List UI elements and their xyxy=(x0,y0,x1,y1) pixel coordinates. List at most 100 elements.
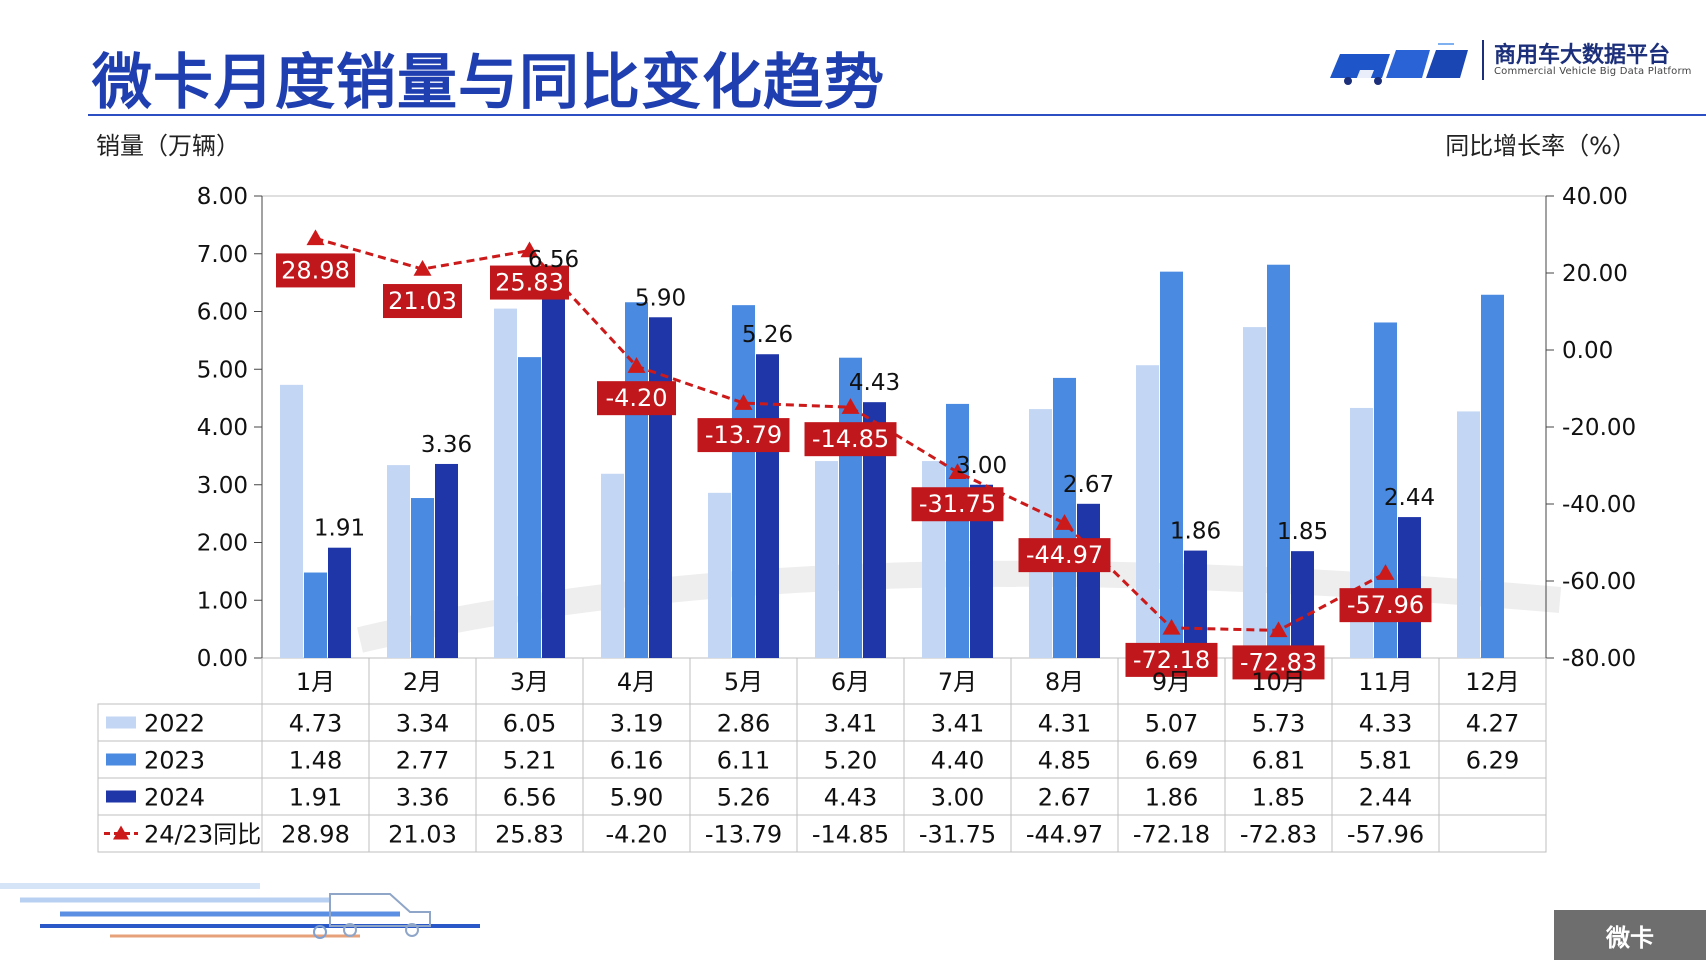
y-right-tick-label: 0.00 xyxy=(1562,338,1613,364)
bar-2024-4 xyxy=(649,317,672,658)
table-cell: 6.69 xyxy=(1145,747,1198,775)
bar-2022-10 xyxy=(1243,327,1266,658)
yoy-label-box-9 xyxy=(1125,642,1218,677)
yoy-label-8: -44.97 xyxy=(1026,541,1103,569)
x-tick-label-3: 3月 xyxy=(510,668,549,696)
yoy-label-box-3 xyxy=(490,265,569,300)
x-tick-label-1: 1月 xyxy=(296,668,335,696)
bar-2024-label-5: 5.26 xyxy=(742,322,793,348)
x-tick-label-2: 2月 xyxy=(403,668,442,696)
table-cell: 4.73 xyxy=(289,710,342,738)
table-cell: 1.85 xyxy=(1252,784,1305,812)
logo-text-en: Commercial Vehicle Big Data Platform xyxy=(1494,66,1692,77)
legend-label-4: 24/23同比 xyxy=(144,821,261,849)
table-cell: 5.20 xyxy=(824,747,877,775)
legend-label-3: 2024 xyxy=(144,784,205,812)
bar-2022-9 xyxy=(1136,365,1159,658)
bar-2024-10 xyxy=(1291,551,1314,658)
bar-2024-label-1: 1.91 xyxy=(314,516,365,542)
yoy-label-box-5 xyxy=(697,418,790,453)
y-right-tick-label: -80.00 xyxy=(1562,646,1636,672)
x-tick-label-4: 4月 xyxy=(617,668,656,696)
brand-logo: 商用车大数据平台 Commercial Vehicle Big Data Pla… xyxy=(1330,36,1706,90)
table-cell: 2.86 xyxy=(717,710,770,738)
yoy-marker-11 xyxy=(1376,564,1395,580)
table-cell: -31.75 xyxy=(919,821,996,849)
yoy-marker-10 xyxy=(1269,621,1288,638)
title-rule xyxy=(88,114,1706,116)
yoy-marker-3 xyxy=(520,241,539,258)
bar-2022-2 xyxy=(387,465,410,658)
x-tick-label-8: 8月 xyxy=(1045,668,1084,696)
bar-2022-1 xyxy=(280,384,303,658)
yoy-marker-1 xyxy=(306,229,325,246)
table-cell: -14.85 xyxy=(812,821,889,849)
table-cell: -13.79 xyxy=(705,821,782,849)
bar-2024-8 xyxy=(1077,503,1100,658)
bar-2023-3 xyxy=(518,357,541,658)
y-left-tick-label: 3.00 xyxy=(197,473,248,499)
table-cell: 6.81 xyxy=(1252,747,1305,775)
yoy-label-6: -14.85 xyxy=(812,425,889,453)
bar-2024-9 xyxy=(1184,550,1207,658)
y-left-tick-label: 4.00 xyxy=(197,415,248,441)
table-cell: 5.81 xyxy=(1359,747,1412,775)
table-cell: 2.44 xyxy=(1359,784,1412,812)
yoy-marker-8 xyxy=(1055,514,1074,530)
yoy-label-box-11 xyxy=(1339,588,1432,623)
table-cell: -44.97 xyxy=(1026,821,1103,849)
table-cell: 1.86 xyxy=(1145,784,1198,812)
logo-text-cn: 商用车大数据平台 xyxy=(1494,43,1671,68)
legend-swatch-2023 xyxy=(106,753,136,766)
legend-swatch-2022 xyxy=(106,716,136,729)
page-title: 微卡月度销量与同比变化趋势 xyxy=(92,48,885,118)
y-left-tick-label: 2.00 xyxy=(197,531,248,557)
table-cell: 4.43 xyxy=(824,784,877,812)
yoy-label-3: 25.83 xyxy=(495,269,564,297)
yoy-label-5: -13.79 xyxy=(705,421,782,449)
table-cell: 21.03 xyxy=(388,821,457,849)
bar-2024-7 xyxy=(970,484,993,658)
bar-2024-5 xyxy=(756,354,779,658)
yoy-label-box-1 xyxy=(276,253,355,288)
x-tick-label-9: 9月 xyxy=(1152,668,1191,696)
cvbd-logo-mark xyxy=(1330,43,1468,85)
table-cell: 1.48 xyxy=(289,747,342,775)
yoy-label-box-8 xyxy=(1018,538,1111,573)
table-cell: 4.85 xyxy=(1038,747,1091,775)
x-tick-label-6: 6月 xyxy=(831,668,870,696)
table-cell: 4.33 xyxy=(1359,710,1412,738)
legend-label-2: 2023 xyxy=(144,747,205,775)
bar-2024-label-11: 2.44 xyxy=(1384,485,1435,511)
table-cell: -57.96 xyxy=(1347,821,1424,849)
y-axis-right-label: 同比增长率（%） xyxy=(1445,132,1636,160)
table-cell: 3.41 xyxy=(931,710,984,738)
bar-2023-7 xyxy=(946,403,969,658)
yoy-label-box-4 xyxy=(597,381,676,416)
yoy-marker-5 xyxy=(734,394,753,410)
table-cell: 2.67 xyxy=(1038,784,1091,812)
category-tag: 微卡 xyxy=(1554,910,1706,960)
bar-2023-2 xyxy=(411,498,434,658)
bar-2022-8 xyxy=(1029,409,1052,658)
yoy-marker-7 xyxy=(948,463,967,479)
y-right-tick-label: -40.00 xyxy=(1562,492,1636,518)
y-left-tick-label: 7.00 xyxy=(197,242,248,268)
yoy-label-box-10 xyxy=(1232,645,1325,680)
bar-2024-label-4: 5.90 xyxy=(635,285,686,311)
table-cell: 4.40 xyxy=(931,747,984,775)
table-cell: -72.18 xyxy=(1133,821,1210,849)
table-cell: 6.11 xyxy=(717,747,770,775)
table-cell: 5.21 xyxy=(503,747,556,775)
yoy-label-4: -4.20 xyxy=(605,384,667,412)
bar-2023-1 xyxy=(304,572,327,658)
table-cell: 5.26 xyxy=(717,784,770,812)
x-tick-label-10: 10月 xyxy=(1251,668,1306,696)
bar-2024-label-3: 6.56 xyxy=(528,247,579,273)
bar-2024-label-2: 3.36 xyxy=(421,432,472,458)
bar-2022-12 xyxy=(1457,411,1480,658)
bar-2024-6 xyxy=(863,402,886,658)
table-cell: 6.05 xyxy=(503,710,556,738)
table-cell: 3.36 xyxy=(396,784,449,812)
table-cell: 3.19 xyxy=(610,710,663,738)
